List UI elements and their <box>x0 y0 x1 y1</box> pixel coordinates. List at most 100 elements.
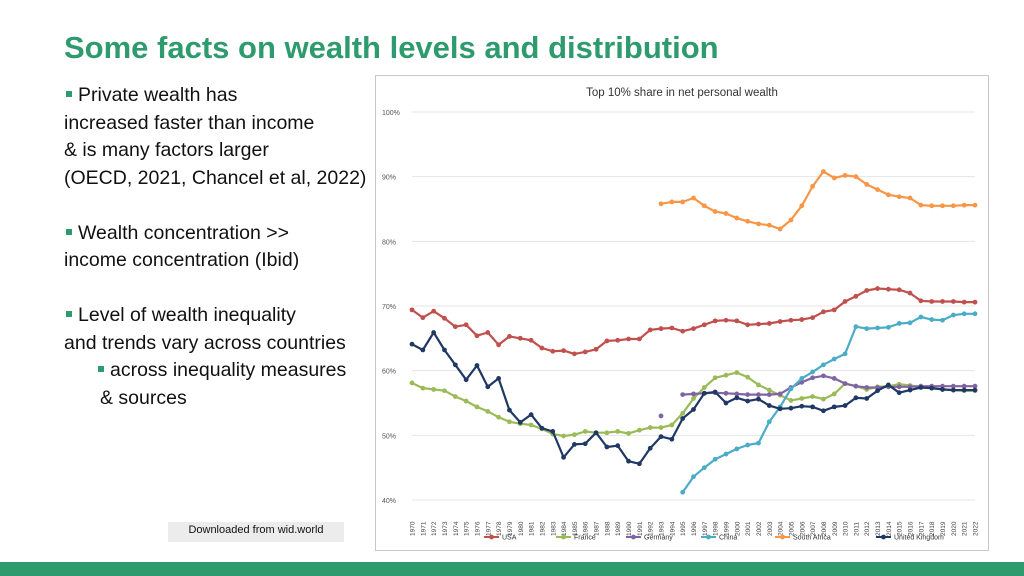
data-point <box>550 429 556 434</box>
data-point <box>788 217 794 223</box>
data-point <box>507 407 512 413</box>
data-point <box>875 187 880 192</box>
data-point <box>907 290 913 296</box>
data-point <box>420 347 426 353</box>
data-point <box>723 390 729 396</box>
data-point <box>972 311 978 317</box>
series-line <box>660 170 975 231</box>
data-point <box>658 413 664 419</box>
data-point <box>810 375 815 381</box>
data-point <box>766 419 772 425</box>
data-point <box>691 474 696 480</box>
data-point <box>474 333 480 339</box>
data-point <box>539 425 545 431</box>
data-point <box>907 195 913 201</box>
data-point <box>658 201 664 207</box>
data-point <box>734 395 740 401</box>
data-point <box>658 425 664 430</box>
data-point <box>409 380 415 386</box>
data-point <box>496 414 502 420</box>
x-tick-label: 2017 <box>918 521 925 536</box>
data-point <box>539 345 545 351</box>
data-point <box>972 202 978 208</box>
data-point <box>474 404 480 410</box>
data-point <box>701 203 707 209</box>
data-point <box>636 427 642 433</box>
data-point <box>463 322 469 328</box>
data-point <box>452 362 458 368</box>
data-point <box>528 337 534 343</box>
data-point <box>561 454 566 460</box>
x-tick-label: 1976 <box>474 521 481 536</box>
data-point <box>572 441 577 447</box>
data-point <box>842 299 848 304</box>
legend-label: Germany <box>644 535 673 542</box>
x-tick-label: 1980 <box>518 521 525 536</box>
data-point <box>853 324 859 330</box>
data-point <box>831 356 837 362</box>
data-point <box>853 383 859 389</box>
series-line <box>681 312 975 493</box>
data-point <box>756 440 761 446</box>
bullet-marker <box>66 311 72 318</box>
data-point <box>626 336 631 342</box>
data-point <box>604 430 610 436</box>
data-point <box>799 203 805 209</box>
data-point <box>691 407 696 412</box>
y-tick-label: 100% <box>382 110 400 117</box>
data-point <box>756 392 761 397</box>
data-point <box>712 318 718 324</box>
data-point <box>507 333 512 339</box>
data-point <box>442 388 447 394</box>
x-tick-label: 1971 <box>420 521 427 536</box>
data-point <box>420 315 426 321</box>
x-tick-label: 2000 <box>734 521 741 536</box>
data-point <box>517 335 523 341</box>
data-point <box>842 172 848 178</box>
x-tick-label: 1974 <box>453 521 460 536</box>
chart-title: Top 10% share in net personal wealth <box>586 87 778 99</box>
x-tick-label: 1973 <box>442 521 449 536</box>
series-line <box>411 371 975 438</box>
data-point <box>810 315 815 321</box>
data-point <box>799 317 805 322</box>
data-point <box>723 211 729 216</box>
data-point <box>896 321 902 326</box>
data-point <box>572 351 577 357</box>
data-point <box>853 293 859 299</box>
data-point <box>961 311 967 317</box>
data-point <box>918 314 924 320</box>
data-point <box>734 215 740 221</box>
bullet-marker <box>66 228 72 235</box>
data-point <box>810 394 815 399</box>
data-point <box>712 456 718 462</box>
data-point <box>799 376 805 381</box>
x-tick-label: 1987 <box>594 521 601 536</box>
y-tick-label: 80% <box>382 239 396 246</box>
data-point <box>831 175 837 181</box>
data-point <box>788 386 794 392</box>
data-point <box>582 429 588 434</box>
data-point <box>734 318 740 324</box>
data-point <box>940 317 945 323</box>
data-point <box>723 451 729 457</box>
data-point <box>431 387 437 392</box>
data-point <box>615 337 621 343</box>
data-point <box>821 169 826 174</box>
data-point <box>701 465 707 471</box>
x-tick-label: 1990 <box>626 521 633 536</box>
data-point <box>669 199 675 205</box>
data-point <box>766 321 772 326</box>
legend-marker <box>706 534 711 540</box>
bullet-marker <box>98 366 104 373</box>
data-point <box>507 419 512 425</box>
y-tick-label: 40% <box>382 498 396 505</box>
data-point <box>756 396 761 402</box>
data-point <box>593 430 599 436</box>
legend-marker <box>780 534 785 540</box>
data-point <box>950 383 956 389</box>
x-tick-label: 2011 <box>853 522 860 536</box>
data-point <box>821 373 826 379</box>
data-point <box>582 349 588 355</box>
data-point <box>766 222 772 228</box>
